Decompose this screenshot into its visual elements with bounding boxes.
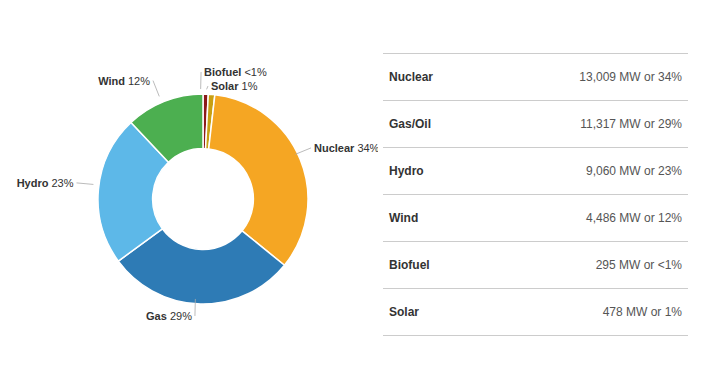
svg-text:Biofuel <1%: Biofuel <1% — [204, 66, 267, 78]
html-text:Solar: Solar — [389, 304, 419, 319]
html-text:Hydro: Hydro — [389, 163, 424, 178]
svg-text:Hydro 23%: Hydro 23% — [17, 177, 74, 189]
html-text:Nuclear: Nuclear — [389, 69, 433, 84]
html-text:Gas/Oil: Gas/Oil — [389, 116, 431, 131]
svg-text:Solar 1%: Solar 1% — [211, 80, 258, 92]
html-text:295 MW or <1%: 295 MW or <1% — [595, 257, 682, 272]
html-text:4,486 MW or 12%: 4,486 MW or 12% — [586, 210, 682, 225]
html-text:478 MW or 1%: 478 MW or 1% — [602, 304, 682, 319]
svg-text:Nuclear 34%: Nuclear 34% — [314, 142, 378, 154]
html-text:Biofuel: Biofuel — [389, 257, 430, 272]
svg-text:Wind 12%: Wind 12% — [98, 75, 150, 87]
html-text:11,317 MW or 29%: 11,317 MW or 29% — [580, 116, 682, 131]
svg-text:Gas 29%: Gas 29% — [146, 310, 192, 322]
html-text:9,060 MW or 23%: 9,060 MW or 23% — [586, 163, 682, 178]
html-text:13,009 MW or 34%: 13,009 MW or 34% — [579, 69, 682, 84]
html-text:Wind: Wind — [389, 210, 419, 225]
